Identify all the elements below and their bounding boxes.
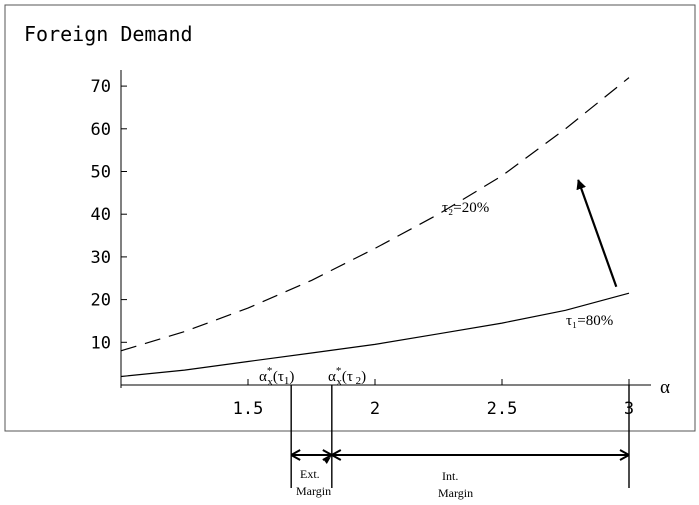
y-ticks: 10 20 30 40 50 60 70 xyxy=(91,77,127,353)
y-tick-label: 10 xyxy=(91,333,111,353)
shift-arrow xyxy=(578,180,616,287)
x-tick-label: 1.5 xyxy=(233,399,264,419)
y-tick-label: 60 xyxy=(91,120,111,140)
int-margin-label-line2: Margin xyxy=(438,486,473,500)
ext-margin-label-line1: Ext. xyxy=(300,467,320,481)
int-margin-label-line1: Int. xyxy=(442,469,458,483)
x-tick-label: 2.5 xyxy=(487,399,518,419)
threshold-label-2: α* x(τ 2) xyxy=(328,365,366,388)
y-tick-label: 30 xyxy=(91,248,111,268)
series-label-tau1: τ₁=80% xyxy=(566,313,613,329)
chart-title: Foreign Demand xyxy=(24,22,193,46)
threshold-label-1: α* x(τ1) xyxy=(259,365,294,388)
y-tick-label: 20 xyxy=(91,291,111,311)
series-label-tau2: τ₂=20% xyxy=(442,200,489,216)
series-line-tau1 xyxy=(121,293,629,376)
y-tick-label: 40 xyxy=(91,205,111,225)
y-tick-label: 50 xyxy=(91,163,111,183)
ext-margin-label-line2: Margin xyxy=(296,484,331,498)
series-line-tau2 xyxy=(121,78,629,351)
y-tick-label: 70 xyxy=(91,77,111,97)
margin-arrowheads xyxy=(291,450,629,464)
x-tick-label: 2 xyxy=(370,399,380,419)
x-axis-label: α xyxy=(660,377,670,398)
